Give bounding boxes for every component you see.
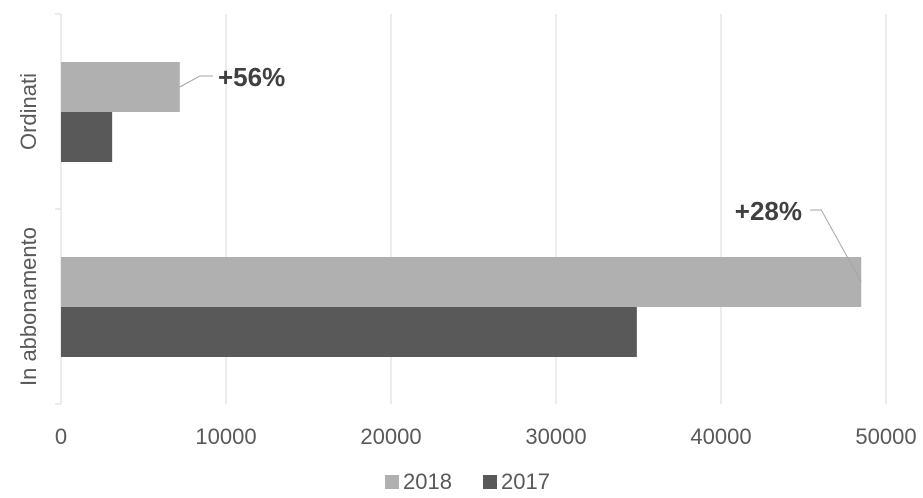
bar-2017-0 <box>61 112 113 162</box>
category-axis <box>55 13 62 405</box>
x-tick-label: 50000 <box>855 424 916 449</box>
category-label: In abbonamento <box>16 227 41 386</box>
bars <box>61 62 862 357</box>
legend-swatch-2017 <box>483 475 497 489</box>
bar-2018-0 <box>61 62 180 112</box>
legend-label-2018: 2018 <box>403 469 452 494</box>
category-label: Ordinati <box>16 73 41 150</box>
annotation-label: +28% <box>735 196 802 226</box>
bar-2017-1 <box>61 307 637 357</box>
legend-swatch-2018 <box>385 475 399 489</box>
annotation-leader <box>810 209 862 283</box>
annotation-label: +56% <box>218 62 285 92</box>
x-tick-label: 0 <box>55 424 67 449</box>
x-tick-label: 20000 <box>360 424 421 449</box>
x-tick-label: 10000 <box>195 424 256 449</box>
bar-2018-1 <box>61 257 862 307</box>
x-tick-label: 40000 <box>690 424 751 449</box>
legend: 2018 2017 <box>385 469 550 494</box>
x-tick-labels: 0 10000 20000 30000 40000 50000 <box>55 424 917 449</box>
category-labels: Ordinati In abbonamento <box>16 73 41 386</box>
x-tick-label: 30000 <box>525 424 586 449</box>
annotation-leader <box>179 75 213 88</box>
annotations: +56% +28% <box>179 62 862 283</box>
legend-label-2017: 2017 <box>501 469 550 494</box>
